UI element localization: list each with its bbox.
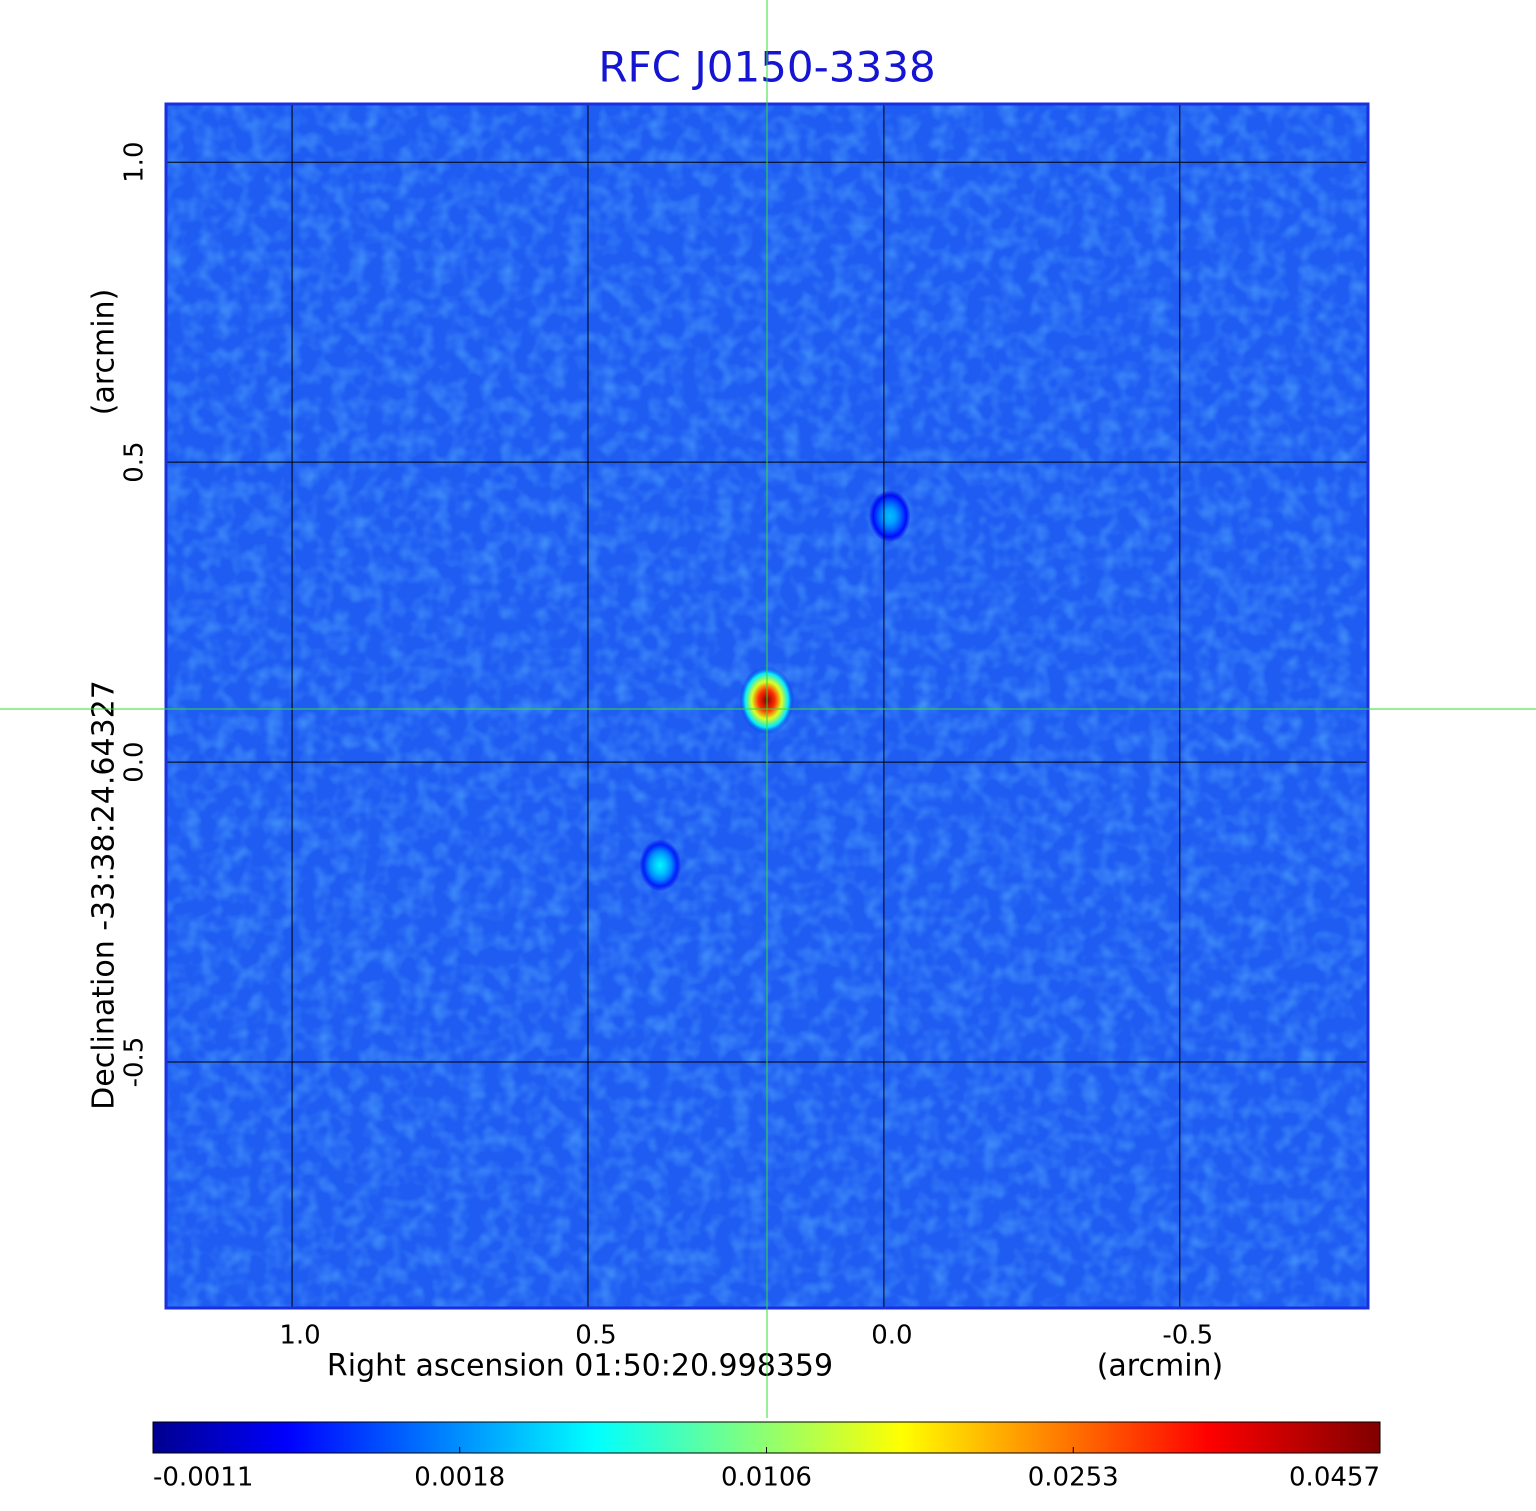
x-axis-unit: (arcmin) xyxy=(1097,1349,1224,1384)
source xyxy=(639,839,681,892)
y-tick-label: 0.0 xyxy=(120,741,150,782)
y-axis-label: Declination -33:38:24.64327 xyxy=(87,680,122,1110)
x-tick-label: 0.5 xyxy=(575,1321,616,1351)
colorbar-tick-label: 0.0106 xyxy=(721,1463,812,1493)
colorbar-tick-label: 0.0018 xyxy=(414,1463,505,1493)
y-tick-label: 1.0 xyxy=(120,142,150,183)
y-tick-label: 0.5 xyxy=(120,441,150,482)
colorbar-tick-label: -0.0011 xyxy=(153,1463,253,1493)
source xyxy=(869,490,911,543)
colorbar-tick-label: 0.0253 xyxy=(1028,1463,1119,1493)
x-axis-label: Right ascension 01:50:20.998359 xyxy=(327,1349,833,1384)
y-axis-unit: (arcmin) xyxy=(87,289,122,416)
y-tick-label: -0.5 xyxy=(120,1037,150,1088)
x-tick-label: 1.0 xyxy=(279,1321,320,1351)
x-tick-label: -0.5 xyxy=(1162,1321,1213,1351)
x-tick-label: 0.0 xyxy=(871,1321,912,1351)
colorbar-tick-label: 0.0457 xyxy=(1289,1463,1380,1493)
